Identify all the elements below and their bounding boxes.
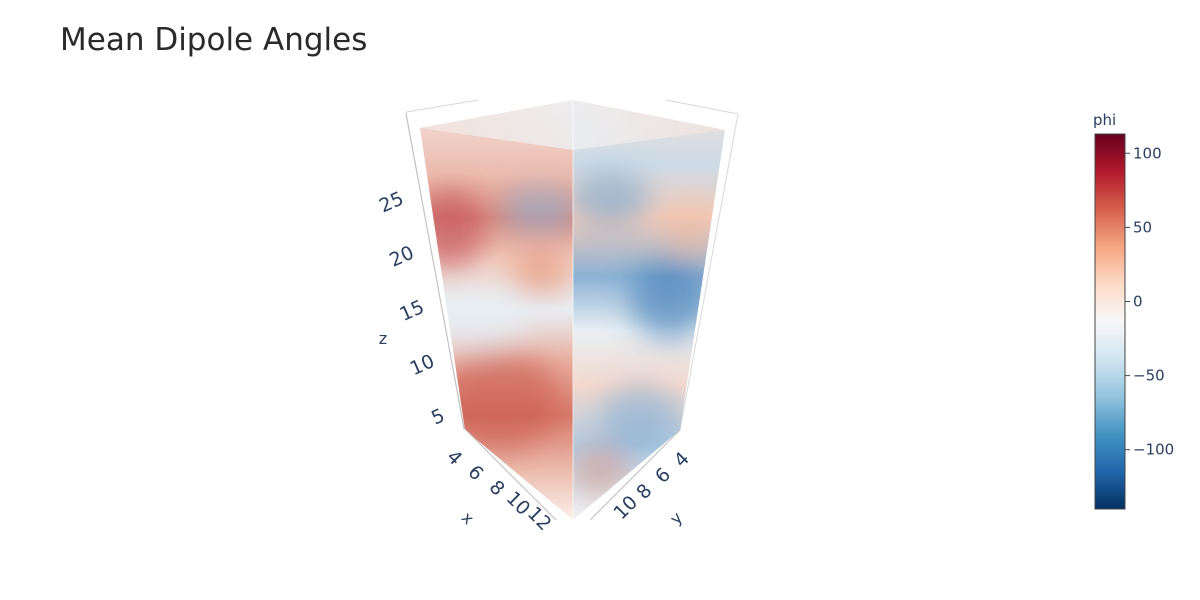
z-axis-title: z bbox=[379, 329, 387, 348]
z-tick-label: 15 bbox=[396, 296, 427, 326]
volume-right-blobs bbox=[573, 172, 718, 495]
y-tick-label: 4 bbox=[670, 448, 694, 472]
y-axis-title: y bbox=[666, 508, 686, 528]
axis-edges bbox=[405, 113, 681, 521]
colorbar-tick-label: −50 bbox=[1133, 367, 1165, 385]
chart-title: Mean Dipole Angles bbox=[60, 22, 367, 58]
colorbar-tick-label: 50 bbox=[1133, 218, 1152, 236]
z-tick-label: 5 bbox=[428, 404, 448, 429]
colorbar: phi 100 50 0 −50 −100 bbox=[1093, 111, 1174, 510]
z-tick-label: 20 bbox=[386, 242, 417, 272]
x-tick-label: 4 bbox=[442, 446, 466, 470]
colorbar-tick-label: 100 bbox=[1133, 144, 1162, 162]
y-tick-label: 8 bbox=[632, 480, 656, 504]
y-tick-label: 6 bbox=[651, 464, 675, 488]
volume-scene bbox=[405, 99, 739, 521]
z-tick-label: 10 bbox=[407, 350, 438, 380]
volume-top-face bbox=[420, 100, 725, 150]
x-tick-label: 6 bbox=[463, 461, 487, 485]
x-tick-label: 8 bbox=[485, 476, 509, 500]
colorbar-tick-label: −100 bbox=[1133, 441, 1174, 459]
colorbar-scale bbox=[1094, 133, 1126, 510]
colorbar-tick-label: 0 bbox=[1133, 292, 1143, 310]
colorbar-title: phi bbox=[1093, 111, 1116, 129]
z-tick-label: 25 bbox=[376, 187, 407, 217]
x-axis-title: x bbox=[458, 508, 478, 528]
